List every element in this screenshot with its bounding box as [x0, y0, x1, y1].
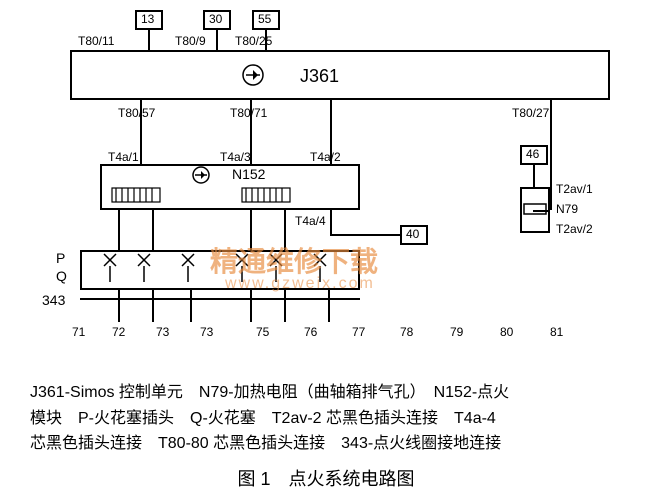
label-n79: N79 — [556, 202, 578, 216]
j361-box — [70, 50, 610, 100]
ground-343 — [80, 298, 360, 300]
v-46-down — [533, 165, 535, 187]
j361-label: J361 — [300, 66, 339, 87]
h-to-40 — [330, 234, 400, 236]
label-343: 343 — [42, 292, 65, 308]
circuit-diagram: 13 30 55 T80/11 T80/9 T80/25 J361 T80/57… — [40, 10, 630, 340]
label-t80-25: T80/25 — [235, 34, 272, 48]
drop-13 — [148, 30, 150, 50]
axis-79: 79 — [450, 325, 463, 339]
terminal-55-label: 55 — [258, 12, 271, 26]
label-t2av2: T2av/2 — [556, 222, 593, 236]
caption-line2: 模块 P-火花塞插头 Q-火花塞 T2av-2 芯黑色插头连接 T4a-4 — [30, 406, 622, 432]
label-40: 40 — [406, 227, 419, 241]
caption-block: J361-Simos 控制单元 N79-加热电阻（曲轴箱排气孔） N152-点火… — [30, 380, 622, 494]
drop-30 — [216, 30, 218, 50]
axis-78: 78 — [400, 325, 413, 339]
axis-76: 76 — [304, 325, 317, 339]
label-t80-27: T80/27 — [512, 106, 549, 120]
label-t4a-2: T4a/2 — [310, 150, 341, 164]
label-Q: Q — [56, 268, 67, 284]
label-t80-9: T80/9 — [175, 34, 206, 48]
terminal-30-label: 30 — [209, 12, 222, 26]
axis-77: 77 — [352, 325, 365, 339]
n152-box — [100, 164, 360, 210]
axis-81: 81 — [550, 325, 563, 339]
label-t80-57: T80/57 — [118, 106, 155, 120]
v-t80-27 — [550, 100, 552, 210]
terminal-13-label: 13 — [141, 12, 154, 26]
label-t2av1: T2av/1 — [556, 182, 593, 196]
caption-title: 图 1 点火系统电路图 — [30, 465, 622, 494]
axis-80: 80 — [500, 325, 513, 339]
caption-line3: 芯黑色插头连接 T80-80 芯黑色插头连接 343-点火线圈接地连接 — [30, 431, 622, 457]
v-to-40-a — [330, 210, 332, 234]
axis-72: 72 — [112, 325, 125, 339]
spark-row — [80, 250, 360, 290]
axis-71: 71 — [72, 325, 85, 339]
label-t4a-4: T4a/4 — [295, 214, 326, 228]
axis-73a: 73 — [156, 325, 169, 339]
label-t4a-1: T4a/1 — [108, 150, 139, 164]
axis-75: 75 — [256, 325, 269, 339]
label-t80-11: T80/11 — [78, 34, 114, 48]
caption-line1: J361-Simos 控制单元 N79-加热电阻（曲轴箱排气孔） N152-点火 — [30, 380, 622, 406]
n152-label: N152 — [232, 166, 265, 182]
axis-73b: 73 — [200, 325, 213, 339]
label-t4a-3: T4a/3 — [220, 150, 251, 164]
label-P: P — [56, 250, 65, 266]
label-46: 46 — [526, 147, 539, 161]
label-t80-71: T80/71 — [230, 106, 267, 120]
